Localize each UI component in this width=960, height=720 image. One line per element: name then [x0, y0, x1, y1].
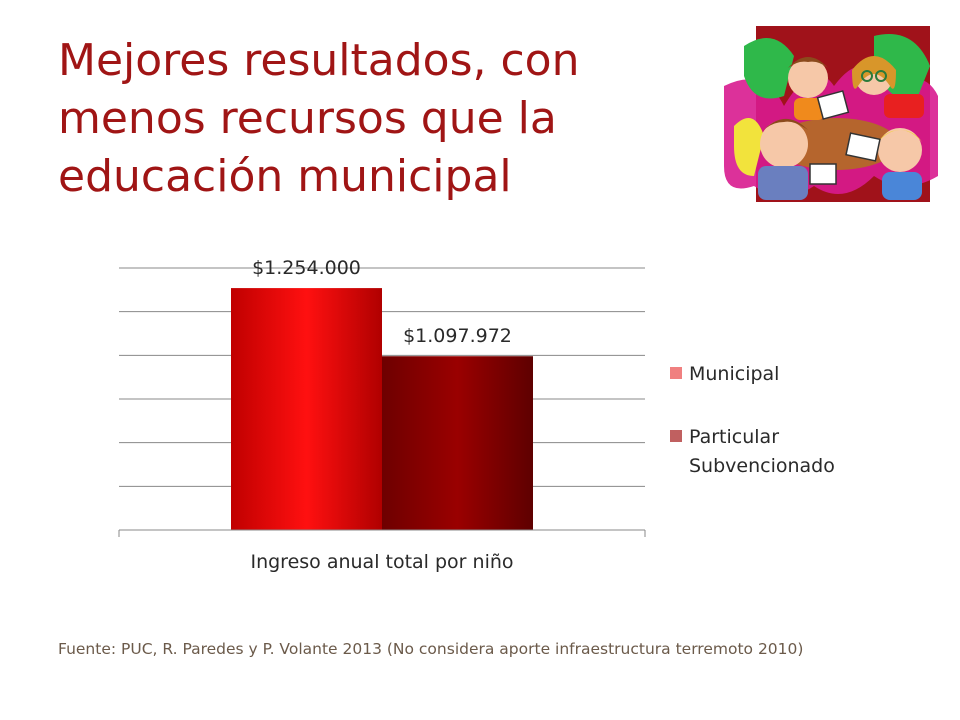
title-line-2: menos recursos que la	[58, 93, 557, 144]
bars	[231, 288, 533, 530]
bar-chart: $1.254.000 $1.097.972 Ingreso anual total…	[118, 257, 835, 573]
slide-title: Mejores resultados, con menos recursos q…	[58, 32, 698, 206]
data-labels: $1.254.000 $1.097.972	[252, 257, 512, 347]
data-label-particular-subvencionado: $1.097.972	[403, 325, 512, 347]
legend-swatch-municipal	[670, 367, 682, 379]
legend-label-particular-line2: Subvencionado	[689, 455, 835, 477]
title-line-1: Mejores resultados, con	[58, 35, 580, 86]
legend-label-particular-line1: Particular	[689, 426, 779, 448]
data-label-municipal: $1.254.000	[252, 257, 361, 279]
children-studying-clipart	[724, 26, 938, 202]
bar-particular-subvencionado	[382, 356, 533, 530]
title-line-3: educación municipal	[58, 151, 512, 202]
bar-municipal	[231, 288, 382, 530]
legend: Municipal Particular Subvencionado	[670, 363, 835, 477]
x-category-label: Ingreso anual total por niño	[250, 551, 513, 573]
legend-label-municipal: Municipal	[689, 363, 779, 385]
legend-swatch-particular	[670, 430, 682, 442]
source-note: Fuente: PUC, R. Paredes y P. Volante 201…	[58, 640, 804, 658]
